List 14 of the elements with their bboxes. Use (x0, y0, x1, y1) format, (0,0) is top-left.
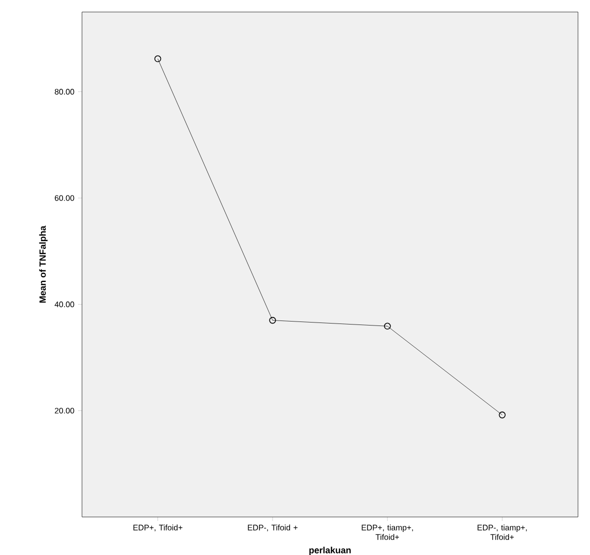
y-tick-label: 60.00 (54, 195, 74, 201)
x-tick-label: EDP+, Tifoid+ (133, 524, 182, 532)
x-axis-title: perlakuan (309, 546, 351, 555)
x-tick-label: EDP-, Tifoid + (248, 524, 298, 532)
y-axis-title: Mean of TNFalpha (39, 226, 48, 303)
x-tick-label: EDP+, tiamp+, Tifoid+ (362, 524, 413, 540)
x-tick-label: EDP-, tiamp+, Tifoid+ (478, 524, 527, 540)
point (384, 322, 391, 330)
y-tick-label: 20.00 (54, 408, 74, 414)
y-tick-label: 40.00 (54, 302, 74, 308)
point (269, 316, 276, 324)
point (154, 55, 162, 62)
point (498, 412, 506, 418)
y-tick-label: 80.00 (54, 88, 74, 95)
